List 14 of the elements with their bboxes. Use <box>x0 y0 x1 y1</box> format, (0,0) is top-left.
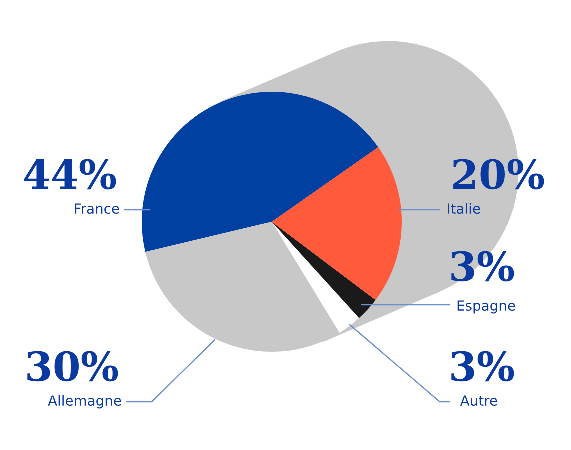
slice-label: Italie <box>448 203 480 214</box>
slice-label: Autre <box>460 396 498 406</box>
data-label: 3% <box>452 351 514 382</box>
pie-slice <box>142 92 378 252</box>
data-label: 44% <box>24 159 116 190</box>
data-label: 3% <box>452 251 514 282</box>
pie-slice <box>272 147 402 300</box>
pie-slice <box>272 222 376 318</box>
data-label: 30% <box>28 351 118 382</box>
pie-slice <box>272 222 360 333</box>
slice-label: Allemagne <box>48 395 122 409</box>
data-label: 20% <box>454 159 544 190</box>
slice-label: Espagne <box>458 300 516 314</box>
slice-label: France <box>75 204 120 214</box>
